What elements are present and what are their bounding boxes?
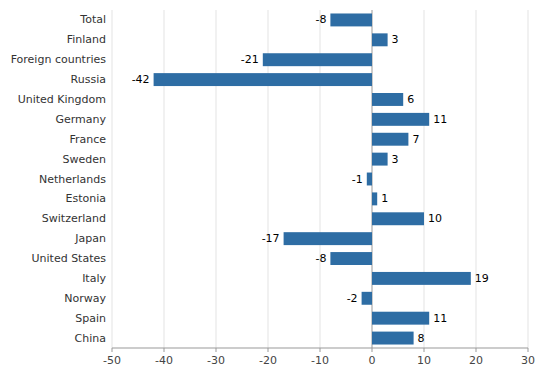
tick-mark [268, 348, 269, 352]
grid-line [164, 10, 165, 348]
bar [263, 53, 372, 66]
category-label: Russia [71, 73, 106, 86]
bar [372, 272, 471, 285]
data-label: -1 [352, 173, 363, 186]
data-label: 3 [392, 153, 399, 166]
bar [362, 292, 372, 305]
page: {"chart_data": {"type": "bar", "orientat… [0, 0, 546, 376]
chart-container: -50 -40 -30 -20 -10 0 10 20 30 Total Finland Foreig… [0, 0, 546, 376]
x-axis-line [112, 348, 528, 349]
data-label: -8 [315, 13, 326, 26]
tick-mark [424, 348, 425, 352]
category-label: Japan [74, 232, 106, 245]
category-label: Germany [55, 113, 106, 126]
tick-label: 0 [369, 354, 376, 367]
bar [372, 133, 408, 146]
tick-label: -10 [311, 354, 329, 367]
data-label: 10 [428, 212, 442, 225]
bar [372, 33, 388, 46]
tick-mark [164, 348, 165, 352]
tick-mark [476, 348, 477, 352]
bars [154, 13, 471, 344]
bar [330, 252, 372, 265]
category-label: Norway [64, 292, 106, 305]
data-label: 6 [407, 93, 414, 106]
bar [154, 73, 372, 86]
data-label: -2 [347, 292, 358, 305]
category-label: Spain [75, 312, 106, 325]
tick-label: -30 [207, 354, 225, 367]
bar [284, 232, 372, 245]
data-label: -17 [262, 232, 280, 245]
tick-label: 10 [417, 354, 431, 367]
data-label: 3 [392, 33, 399, 46]
category-label: France [69, 133, 106, 146]
bar [372, 212, 424, 225]
data-label: -21 [241, 53, 259, 66]
category-label: United Kingdom [18, 93, 106, 106]
tick-mark [216, 348, 217, 352]
category-label: Total [79, 13, 106, 26]
tick-mark [372, 348, 373, 352]
category-label: United States [32, 252, 107, 265]
grid-line [216, 10, 217, 348]
y-axis: Total Finland Foreign countries Russia Unite… [11, 13, 107, 344]
grid-line [476, 10, 477, 348]
category-label: Finland [67, 33, 106, 46]
data-label: -42 [132, 73, 150, 86]
data-label: 19 [475, 272, 489, 285]
category-label: Switzerland [42, 212, 106, 225]
bar [367, 173, 372, 186]
data-labels: -83-21-4261173-1110-17-819-2118 [132, 13, 489, 344]
x-axis: -50 -40 -30 -20 -10 0 10 20 30 [103, 348, 535, 367]
data-label: 11 [433, 312, 447, 325]
data-label: 1 [381, 192, 388, 205]
bar [372, 153, 388, 166]
chart-svg: -50 -40 -30 -20 -10 0 10 20 30 Total Finland Foreig… [0, 0, 546, 376]
bar [330, 13, 372, 26]
category-label: Estonia [66, 192, 107, 205]
bar [372, 113, 429, 126]
tick-label: 30 [521, 354, 535, 367]
data-label: 11 [433, 113, 447, 126]
tick-mark [320, 348, 321, 352]
data-label: 8 [418, 332, 425, 345]
tick-label: -20 [259, 354, 277, 367]
grid-line [528, 10, 529, 348]
tick-label: -40 [155, 354, 173, 367]
bar [372, 332, 414, 345]
tick-label: -50 [103, 354, 121, 367]
category-label: Italy [82, 272, 106, 285]
grid [112, 10, 528, 348]
tick-label: 20 [469, 354, 483, 367]
tick-mark [528, 348, 529, 352]
category-label: Netherlands [39, 173, 106, 186]
category-label: Sweden [63, 153, 106, 166]
data-label: 7 [412, 133, 419, 146]
bar [372, 312, 429, 325]
category-label: Foreign countries [11, 53, 107, 66]
bar [372, 93, 403, 106]
grid-line [424, 10, 425, 348]
tick-mark [112, 348, 113, 352]
data-label: -8 [315, 252, 326, 265]
grid-line [112, 10, 113, 348]
bar [372, 192, 377, 205]
category-label: China [75, 332, 106, 345]
